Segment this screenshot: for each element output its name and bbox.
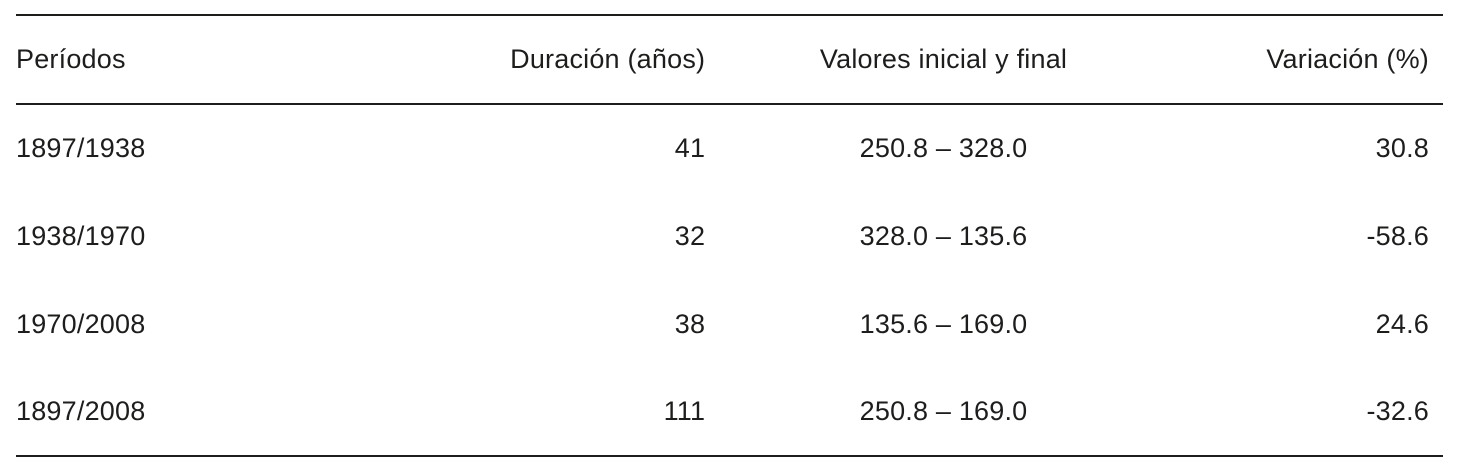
cell-duracion: 32 bbox=[674, 220, 706, 251]
cell-periodo: 1897/1938 bbox=[16, 133, 146, 163]
cell-periodo: 1897/2008 bbox=[16, 396, 146, 426]
cell-variacion: 30.8 bbox=[1375, 133, 1429, 163]
cell-valores: 250.8 – 169.0 bbox=[859, 396, 1028, 426]
header-row: Períodos Duración (años) Valores inicial… bbox=[16, 15, 1443, 104]
column-header-valores: Valores inicial y final bbox=[819, 44, 1068, 74]
table-row: 1897/1938 41 250.8 – 328.0 30.8 bbox=[16, 104, 1443, 192]
periods-table-container: Períodos Duración (años) Valores inicial… bbox=[16, 14, 1443, 457]
table-header: Períodos Duración (años) Valores inicial… bbox=[16, 15, 1443, 104]
table-row: 1938/1970 32 328.0 – 135.6 -58.6 bbox=[16, 192, 1443, 280]
cell-variacion: -32.6 bbox=[1366, 396, 1429, 426]
periods-table: Períodos Duración (años) Valores inicial… bbox=[16, 14, 1443, 457]
cell-duracion: 38 bbox=[674, 308, 706, 339]
table-body: 1897/1938 41 250.8 – 328.0 30.8 1938/197… bbox=[16, 104, 1443, 456]
table-row: 1897/2008 111 250.8 – 169.0 -32.6 bbox=[16, 368, 1443, 456]
cell-periodo: 1938/1970 bbox=[16, 220, 146, 251]
cell-periodo: 1970/2008 bbox=[16, 308, 146, 339]
cell-valores: 328.0 – 135.6 bbox=[859, 220, 1028, 251]
column-header-duracion: Duración (años) bbox=[510, 44, 706, 74]
cell-valores: 250.8 – 328.0 bbox=[859, 133, 1028, 163]
cell-valores: 135.6 – 169.0 bbox=[859, 308, 1028, 339]
table-row: 1970/2008 38 135.6 – 169.0 24.6 bbox=[16, 280, 1443, 368]
column-header-periodos: Períodos bbox=[16, 44, 126, 74]
cell-duracion: 41 bbox=[674, 133, 706, 163]
cell-variacion: 24.6 bbox=[1375, 308, 1429, 339]
column-header-variacion: Variación (%) bbox=[1266, 44, 1429, 74]
cell-variacion: -58.6 bbox=[1366, 220, 1429, 251]
cell-duracion: 111 bbox=[663, 396, 706, 426]
